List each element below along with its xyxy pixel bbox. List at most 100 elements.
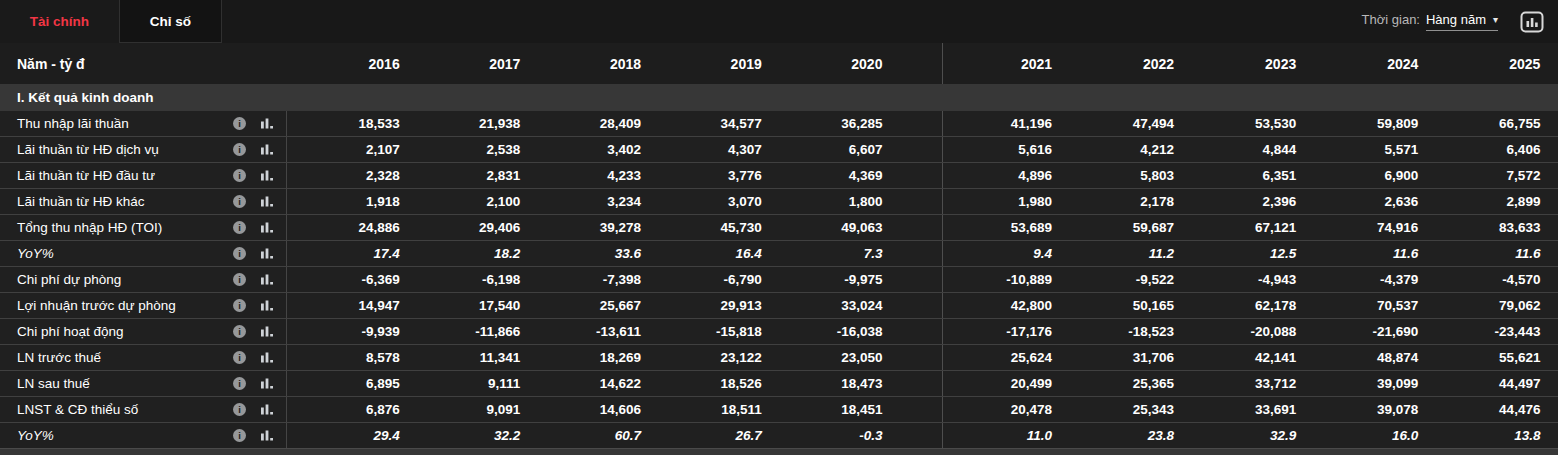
info-icon[interactable]: i <box>233 143 246 156</box>
table-cell: 39,278 <box>528 220 649 235</box>
row-actions: i <box>233 325 286 338</box>
table-row: Tổng thu nhập HĐ (TOI)i24,88629,40639,27… <box>0 215 1558 241</box>
table-cell: 33,691 <box>1187 402 1309 417</box>
table-cell: 5,571 <box>1309 142 1431 157</box>
mini-bar-chart-icon[interactable] <box>260 325 275 338</box>
table-cell: 23,122 <box>649 350 770 365</box>
table-cell: 17,540 <box>408 298 529 313</box>
mini-bar-chart-icon[interactable] <box>260 195 275 208</box>
table-cell: 29,406 <box>408 220 529 235</box>
table-cell: 9,091 <box>408 402 529 417</box>
info-icon[interactable]: i <box>233 247 246 260</box>
table-cell: -9,975 <box>770 272 891 287</box>
year-header-cell: 2023 <box>1187 56 1309 72</box>
row-label: Tổng thu nhập HĐ (TOI) <box>17 220 162 235</box>
info-icon[interactable]: i <box>233 117 246 130</box>
mini-bar-chart-icon[interactable] <box>260 169 275 182</box>
table-cell: 25,624 <box>943 350 1065 365</box>
mini-bar-chart-icon[interactable] <box>260 221 275 234</box>
year-header-cell: 2021 <box>943 56 1065 72</box>
row-label-cell: Lợi nhuận trước dự phòngi <box>0 293 287 318</box>
row-label: YoY% <box>17 246 54 261</box>
mini-bar-chart-icon[interactable] <box>260 143 275 156</box>
tab-bar: Tài chính Chỉ số Thời gian: Hàng năm ▾ <box>0 0 1558 43</box>
row-label-cell: LNST & CĐ thiểu số i <box>0 397 287 422</box>
table-cell: 2,636 <box>1309 194 1431 209</box>
table-cell: 11.6 <box>1431 246 1553 261</box>
table-row: Lãi thuần từ HĐ kháci1,9182,1003,2343,07… <box>0 189 1558 215</box>
row-label-cell: LN trước thuếi <box>0 345 287 370</box>
mini-bar-chart-icon[interactable] <box>260 117 275 130</box>
column-group-divider <box>890 319 943 344</box>
info-icon[interactable]: i <box>233 377 246 390</box>
mini-bar-chart-icon[interactable] <box>260 299 275 312</box>
table-cell: 18,526 <box>649 376 770 391</box>
table-cell: 5,616 <box>943 142 1065 157</box>
table-cell: 11,341 <box>408 350 529 365</box>
row-label: Thu nhập lãi thuần <box>17 116 129 131</box>
table-cell: 21,938 <box>408 116 529 131</box>
tab-tai-chinh[interactable]: Tài chính <box>0 0 119 43</box>
table-cell: 2,538 <box>408 142 529 157</box>
table-cell: 4,896 <box>943 168 1065 183</box>
info-icon[interactable]: i <box>233 221 246 234</box>
table-cell: 18,473 <box>770 376 891 391</box>
table-cell: 1,800 <box>770 194 891 209</box>
table-cell: -11,866 <box>408 324 529 339</box>
table-cell: 60.7 <box>528 428 649 443</box>
info-icon[interactable]: i <box>233 403 246 416</box>
table-cell: 2,899 <box>1431 194 1553 209</box>
info-icon[interactable]: i <box>233 325 246 338</box>
table-row: Chi phí hoạt độngi-9,939-11,866-13,611-1… <box>0 319 1558 345</box>
mini-bar-chart-icon[interactable] <box>260 403 275 416</box>
info-icon[interactable]: i <box>233 169 246 182</box>
row-label: LNST & CĐ thiểu số <box>17 402 138 417</box>
year-header-cell: 2020 <box>770 56 891 72</box>
row-label-cell: YoY%i <box>0 423 287 448</box>
info-icon[interactable]: i <box>233 195 246 208</box>
info-icon[interactable]: i <box>233 351 246 364</box>
time-filter-dropdown[interactable]: Hàng năm ▾ <box>1426 12 1498 31</box>
mini-bar-chart-icon[interactable] <box>260 377 275 390</box>
table-cell: 11.0 <box>943 428 1065 443</box>
row-actions: i <box>233 143 286 156</box>
time-filter: Thời gian: Hàng năm ▾ <box>1362 12 1498 31</box>
table-cell: 2,328 <box>287 168 408 183</box>
mini-bar-chart-icon[interactable] <box>260 247 275 260</box>
table-cell: 18,511 <box>649 402 770 417</box>
column-group-divider <box>890 423 943 448</box>
mini-bar-chart-icon[interactable] <box>260 351 275 364</box>
row-actions: i <box>233 195 286 208</box>
table-row: Lãi thuần từ HĐ dịch vụi2,1072,5383,4024… <box>0 137 1558 163</box>
info-icon[interactable]: i <box>233 299 246 312</box>
table-cell: -17,176 <box>943 324 1065 339</box>
chart-view-button[interactable] <box>1518 9 1546 35</box>
table-cell: 29.4 <box>287 428 408 443</box>
tab-chi-so[interactable]: Chỉ số <box>119 0 222 43</box>
info-icon[interactable]: i <box>233 273 246 286</box>
table-cell: 6,895 <box>287 376 408 391</box>
table-cell: 18,451 <box>770 402 891 417</box>
row-label-cell: LN sau thuếi <box>0 371 287 396</box>
table-cell: 16.4 <box>649 246 770 261</box>
mini-bar-chart-icon[interactable] <box>260 273 275 286</box>
table-cell: 50,165 <box>1065 298 1187 313</box>
info-icon[interactable]: i <box>233 429 246 442</box>
table-cell: 33.6 <box>528 246 649 261</box>
table-cell: 36,285 <box>770 116 891 131</box>
table-cell: 23,050 <box>770 350 891 365</box>
table-cell: 47,494 <box>1065 116 1187 131</box>
time-filter-label: Thời gian: <box>1362 12 1420 27</box>
table-cell: 83,633 <box>1431 220 1553 235</box>
table-cell: 53,689 <box>943 220 1065 235</box>
column-group-divider <box>890 137 943 162</box>
chevron-down-icon: ▾ <box>1493 14 1498 25</box>
table-cell: -21,690 <box>1309 324 1431 339</box>
year-header-cell: 2019 <box>649 56 770 72</box>
table-cell: 4,212 <box>1065 142 1187 157</box>
table-cell: 45,730 <box>649 220 770 235</box>
year-header-cell: 2022 <box>1065 56 1187 72</box>
mini-bar-chart-icon[interactable] <box>260 429 275 442</box>
row-actions: i <box>233 351 286 364</box>
table-cell: -6,790 <box>649 272 770 287</box>
